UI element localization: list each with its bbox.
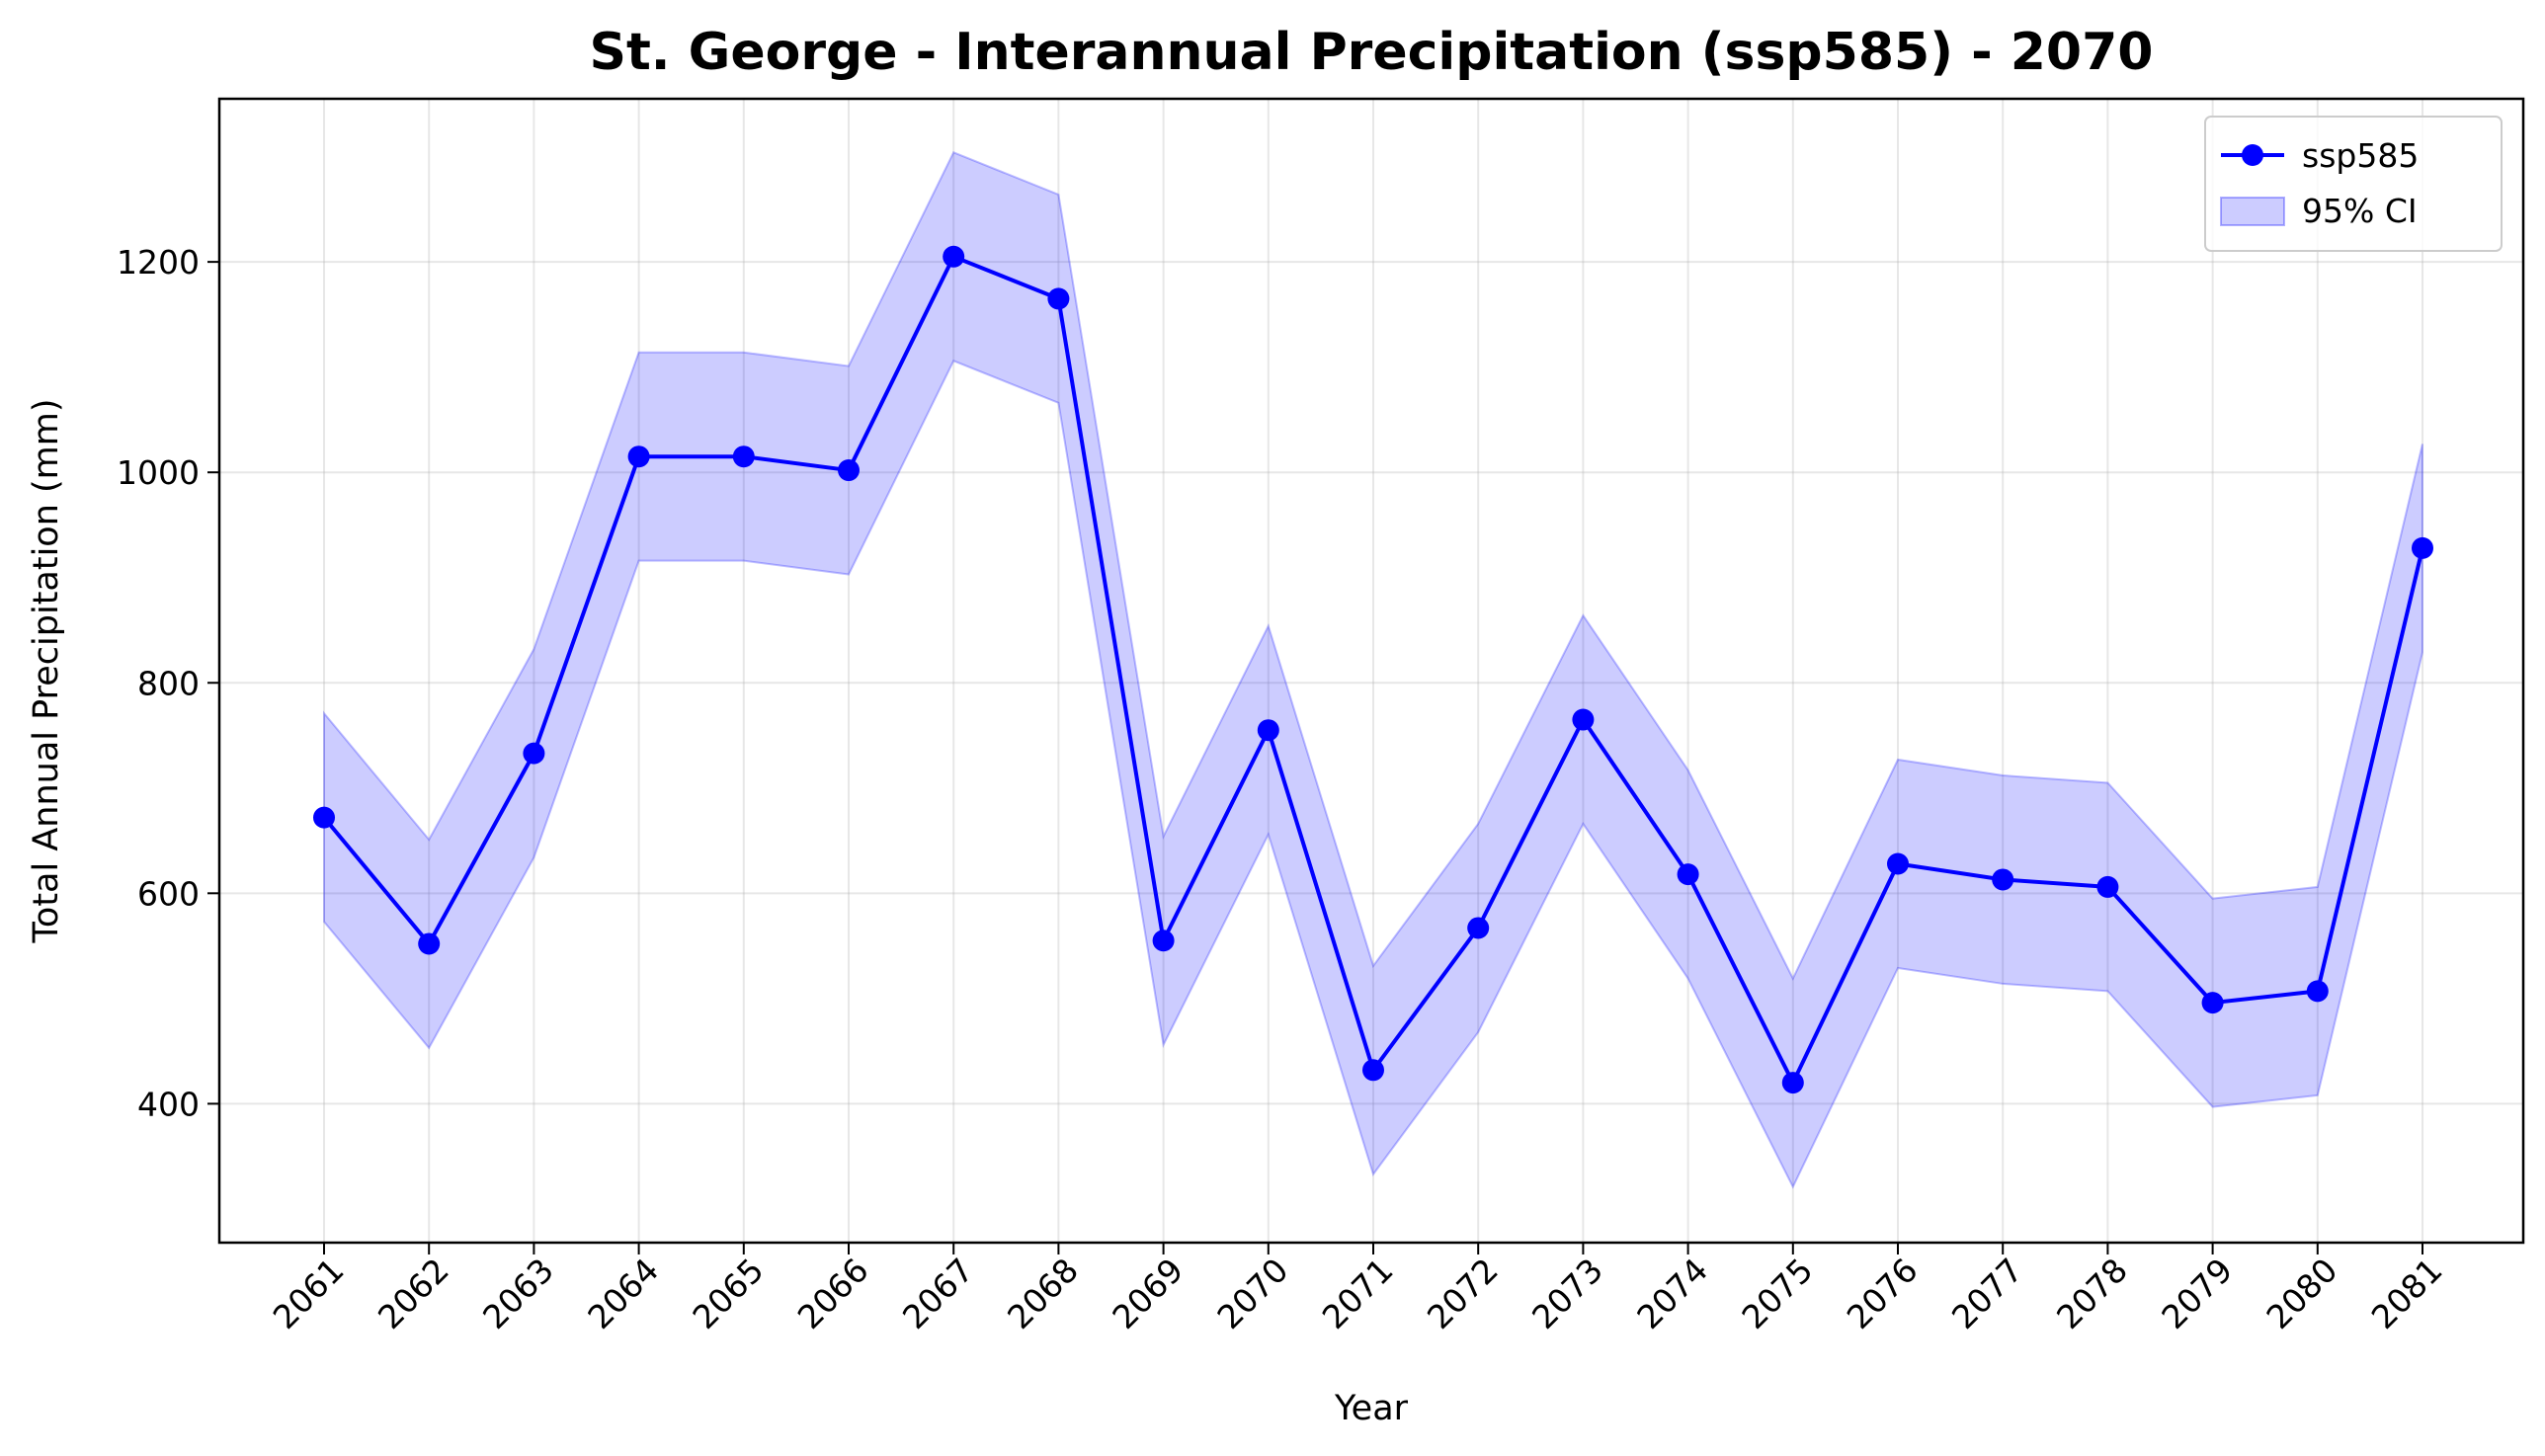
ci-band	[323, 151, 2423, 1189]
chart-title: St. George - Interannual Precipitation (…	[590, 23, 2154, 82]
data-point	[627, 445, 650, 468]
data-point	[523, 742, 545, 765]
data-point	[732, 445, 755, 468]
legend: ssp585 95% CI	[2204, 116, 2503, 252]
data-point	[1047, 287, 1070, 310]
data-point	[1467, 917, 1490, 939]
y-axis: 400 600 800 1000 1200	[117, 243, 219, 1123]
plot-frame	[217, 97, 2525, 1245]
data-point	[313, 806, 335, 829]
data-point	[838, 459, 860, 482]
legend-box	[2204, 116, 2503, 252]
y-tick-label: 600	[137, 874, 200, 913]
data-point	[2306, 980, 2329, 1003]
legend-label-series: ssp585	[2302, 136, 2419, 175]
data-point	[2096, 875, 2119, 898]
data-point	[1992, 868, 2014, 891]
data-point	[1677, 863, 1699, 886]
series-points-group	[313, 245, 2433, 1094]
data-point	[943, 245, 965, 268]
y-tick-label: 400	[137, 1085, 200, 1123]
data-point	[2201, 992, 2224, 1014]
y-tick-label: 1000	[117, 453, 200, 492]
data-point	[1572, 708, 1595, 731]
grid	[219, 99, 2523, 1243]
data-point	[418, 932, 441, 955]
ci-band-group	[323, 151, 2423, 1189]
data-point	[1152, 930, 1175, 952]
x-axis-label: Year	[1334, 1389, 1409, 1428]
data-point	[1781, 1072, 1804, 1094]
data-point	[1257, 719, 1279, 742]
legend-ci-swatch	[2220, 197, 2285, 226]
legend-label-ci: 95% CI	[2302, 192, 2418, 230]
y-axis-label: Total Annual Precipitation (mm)	[27, 398, 66, 943]
data-point	[1887, 852, 1909, 875]
y-tick-label: 800	[137, 664, 200, 702]
legend-point-marker	[2242, 144, 2263, 166]
data-point	[2412, 536, 2433, 559]
y-tick-label: 1200	[117, 243, 200, 282]
data-point	[1362, 1059, 1384, 1082]
